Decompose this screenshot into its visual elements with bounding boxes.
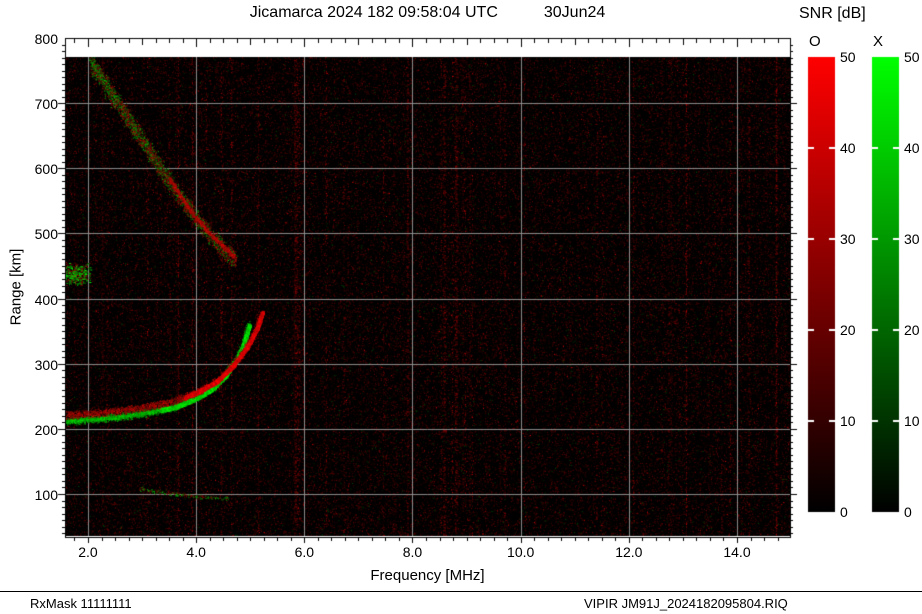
y-tick-label: 200 — [34, 421, 58, 438]
colorbar-tick-label: 40 — [904, 140, 920, 156]
colorbar-tick-label: 10 — [840, 413, 856, 429]
x-tick-label: 6.0 — [294, 544, 315, 560]
o-mode-colorbar — [808, 57, 835, 512]
x-tick-label: 4.0 — [186, 544, 206, 560]
footer-divider — [0, 591, 922, 592]
y-tick-label: 300 — [34, 356, 58, 373]
x-tick-label: 2.0 — [78, 544, 98, 560]
x-mode-colorbar — [872, 57, 899, 512]
y-tick-label: 700 — [34, 96, 58, 113]
data-file-label: VIPIR JM91J_2024182095804.RIQ — [584, 596, 788, 611]
colorbar-tick-label: 50 — [904, 49, 920, 65]
x-tick-label: 8.0 — [402, 544, 423, 560]
colorbar-tick-label: 50 — [840, 49, 856, 65]
colorbar-tick-label: 30 — [904, 231, 920, 247]
colorbar-tick-label: 30 — [840, 231, 856, 247]
x-tick-label: 10.0 — [507, 544, 535, 560]
snr-colorbar-title: SNR [dB] — [799, 5, 866, 22]
y-axis-title: Range [km] — [7, 248, 25, 326]
station-time-title: Jicamarca 2024 182 09:58:04 UTC — [249, 4, 498, 21]
colorbar-tick-label: 40 — [840, 140, 856, 156]
y-tick-label: 600 — [34, 161, 58, 178]
y-tick-label: 400 — [34, 291, 58, 308]
plot-title: Jicamarca 2024 182 09:58:04 UTC 30Jun24 — [65, 4, 790, 22]
o-mode-label: O — [809, 33, 821, 50]
colorbar-tick-label: 20 — [904, 322, 920, 338]
y-tick-label: 800 — [34, 31, 58, 47]
y-tick-label: 100 — [34, 487, 58, 503]
x-tick-label: 12.0 — [615, 544, 643, 560]
x-mode-label: X — [873, 33, 884, 50]
x-tick-label: 14.0 — [723, 544, 751, 560]
rx-mask-label: RxMask 11111111 — [30, 596, 132, 611]
date-label: 30Jun24 — [543, 4, 606, 21]
colorbar-tick-label: 0 — [840, 504, 848, 520]
colorbar-tick-label: 10 — [904, 413, 920, 429]
x-axis-title: Frequency [MHz] — [370, 567, 485, 584]
colorbar-tick-label: 20 — [840, 322, 856, 338]
y-tick-label: 500 — [34, 226, 58, 243]
colorbar-tick-label: 0 — [904, 504, 912, 520]
